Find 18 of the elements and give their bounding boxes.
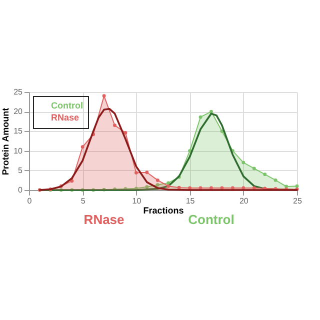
x-tick-label: 10	[132, 196, 142, 206]
y-axis-title: Protein Amount	[0, 108, 11, 176]
x-tick-label: 15	[186, 196, 196, 206]
y-tick-label: 10	[14, 146, 24, 156]
text: RNase	[84, 212, 124, 227]
y-tick-label: 0	[18, 186, 24, 194]
x-tick-label: 0	[27, 196, 32, 206]
y-tick-label: 25	[14, 88, 24, 96]
y-tick-label: 5	[18, 166, 24, 175]
series-label: RNase	[51, 112, 80, 122]
x-tick-label: 25	[293, 196, 302, 206]
x-tick-label: 5	[80, 196, 86, 206]
x-axis-title: Fractions	[143, 206, 184, 216]
y-tick-label: 15	[14, 126, 24, 136]
x-tick-label: 20	[239, 196, 249, 206]
text: Control	[188, 212, 234, 227]
y-tick-label: 20	[14, 107, 24, 116]
text: Control	[51, 100, 83, 110]
